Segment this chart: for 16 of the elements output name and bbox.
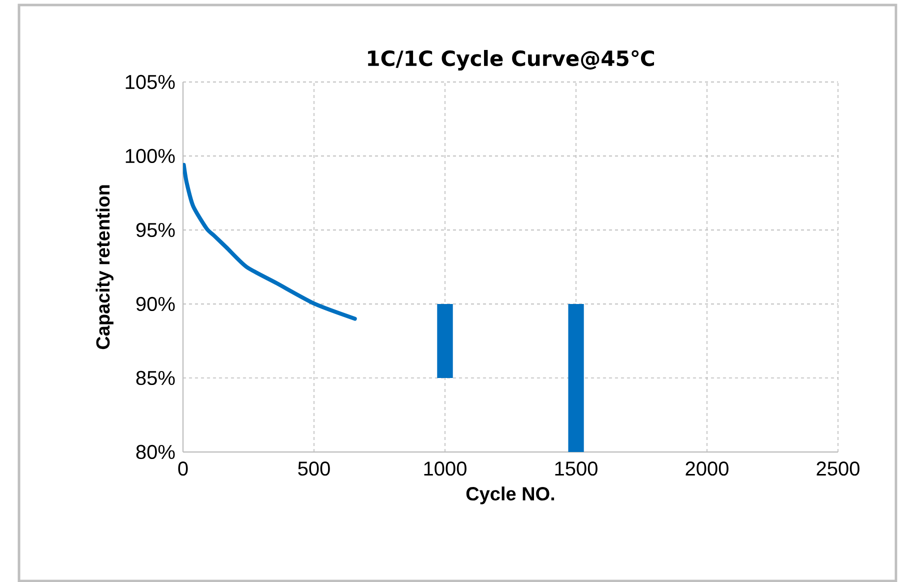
line-series [183,162,357,321]
y-tick-label: 100% [126,148,175,163]
x-axis-title: Cycle NO. [466,486,554,504]
y-tick-label: 85% [136,370,175,385]
x-tick-label: 2500 [816,461,860,476]
x-tick-label: 500 [298,461,330,476]
x-tick-label: 0 [178,461,188,476]
x-tick-label: 1500 [555,461,598,476]
chart-title: 1C/1C Cycle Curve@45℃ [368,50,654,70]
y-tick-label: 95% [136,222,175,237]
x-tick-label: 2000 [686,461,728,476]
y-axis-title: Capacity retention [96,185,114,349]
y-tick-label: 80% [136,444,175,459]
y-tick-label: 90% [136,296,175,311]
x-tick-label: 1000 [424,461,466,476]
y-tick-label: 105% [126,74,175,89]
